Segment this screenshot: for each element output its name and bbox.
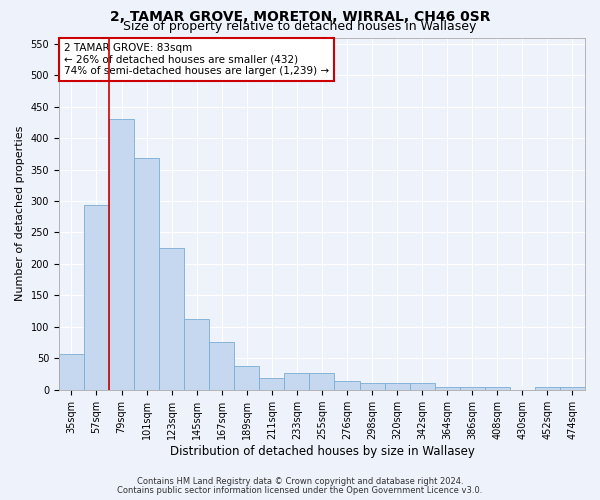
Bar [460, 387, 485, 390]
Bar [184, 318, 209, 390]
Text: Contains HM Land Registry data © Crown copyright and database right 2024.: Contains HM Land Registry data © Crown c… [137, 477, 463, 486]
Bar [310, 372, 334, 390]
Bar [84, 206, 109, 390]
Bar [284, 372, 310, 390]
Bar [535, 386, 560, 390]
Bar [209, 342, 234, 390]
X-axis label: Distribution of detached houses by size in Wallasey: Distribution of detached houses by size … [170, 444, 475, 458]
Bar [134, 158, 159, 390]
Bar [334, 381, 359, 390]
Text: 2 TAMAR GROVE: 83sqm
← 26% of detached houses are smaller (432)
74% of semi-deta: 2 TAMAR GROVE: 83sqm ← 26% of detached h… [64, 43, 329, 76]
Bar [359, 384, 385, 390]
Bar [159, 248, 184, 390]
Y-axis label: Number of detached properties: Number of detached properties [15, 126, 25, 302]
Text: Contains public sector information licensed under the Open Government Licence v3: Contains public sector information licen… [118, 486, 482, 495]
Bar [434, 386, 460, 390]
Bar [109, 120, 134, 390]
Bar [259, 378, 284, 390]
Bar [485, 386, 510, 390]
Bar [234, 366, 259, 390]
Bar [59, 354, 84, 390]
Bar [385, 384, 410, 390]
Bar [410, 384, 434, 390]
Text: Size of property relative to detached houses in Wallasey: Size of property relative to detached ho… [124, 20, 476, 33]
Bar [560, 387, 585, 390]
Text: 2, TAMAR GROVE, MORETON, WIRRAL, CH46 0SR: 2, TAMAR GROVE, MORETON, WIRRAL, CH46 0S… [110, 10, 490, 24]
